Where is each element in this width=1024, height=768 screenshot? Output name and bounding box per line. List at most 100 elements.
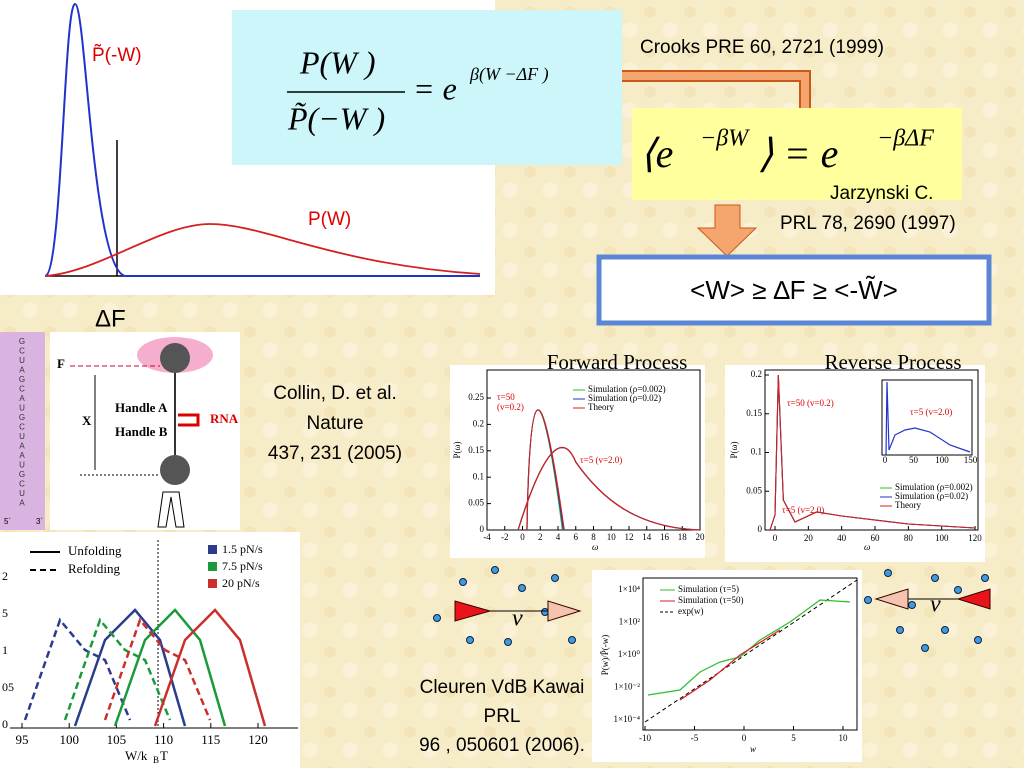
particle: [921, 644, 929, 652]
legend-swatch: [208, 579, 217, 588]
legend: 1.5 pN/s: [222, 542, 263, 556]
x-tick-label: 60: [871, 533, 881, 543]
legend: Theory: [588, 402, 614, 412]
particle: [931, 574, 939, 582]
formula: ⟩ = e: [758, 131, 838, 176]
x-label: T: [160, 748, 168, 763]
particle: [541, 608, 549, 616]
formula: = e: [413, 70, 457, 106]
pipette: [157, 491, 185, 528]
legend: Simulation (τ=50): [678, 595, 743, 605]
y-label: P(ω): [729, 442, 739, 459]
rna-hairpin: [178, 413, 200, 427]
y-tick-label: 0.15: [746, 408, 762, 418]
x-tick-label: 95: [16, 732, 29, 747]
x-tick-label: 6: [574, 532, 579, 542]
particle: [896, 626, 904, 634]
bead: [160, 455, 190, 485]
setup-label: Handle A: [115, 400, 168, 415]
x-label: W/k: [125, 748, 148, 763]
annotation: τ=5 (v=2.0): [580, 455, 622, 465]
curve: [113, 608, 227, 727]
x-label: ω: [864, 542, 870, 552]
curve: [103, 617, 212, 721]
curve: [153, 608, 267, 727]
y-tick-label: 0.05: [468, 498, 484, 508]
legend: Refolding: [68, 561, 120, 576]
x-tick-label: 10: [607, 532, 617, 542]
citation: Cleuren VdB Kawai: [420, 677, 585, 698]
x-tick-label: 105: [107, 732, 127, 747]
setup-label: F: [57, 356, 65, 371]
y-tick-label: 1×10⁰: [618, 649, 641, 659]
y-tick-label: 0.2: [751, 369, 762, 379]
particle: [459, 578, 467, 586]
rna-base: U: [19, 432, 25, 441]
rna-base: C: [19, 385, 25, 394]
y-tick-label: 0.1: [751, 447, 762, 457]
jarzynski-box: [632, 108, 962, 200]
x-tick-label: 16: [660, 532, 670, 542]
y-tick-label: 1×10²: [619, 617, 641, 627]
legend: exp(w): [678, 606, 704, 616]
formula: −βW: [700, 126, 750, 152]
particle: [884, 569, 892, 577]
x-tick-label: 5: [791, 733, 796, 743]
citation: 437, 231 (2005): [268, 443, 402, 464]
rna-end: 3´: [36, 517, 43, 526]
inset-axes: [881, 379, 973, 456]
y-tick-label: 2: [2, 569, 8, 583]
x-label: w: [750, 744, 756, 754]
x-tick-label: -2: [501, 532, 509, 542]
rna-strip: [0, 332, 45, 530]
particle: [518, 584, 526, 592]
y-label: P(w)/P̃(-w): [600, 635, 610, 676]
x-tick-label: 115: [201, 732, 220, 747]
forward-panel: [450, 365, 705, 558]
x-tick-label: 80: [904, 533, 914, 543]
rna-base: C: [19, 347, 25, 356]
rna-base: C: [19, 480, 25, 489]
legend: 7.5 pN/s: [222, 559, 263, 573]
pusher: [956, 588, 991, 610]
particle: [954, 586, 962, 594]
crooks-box: [232, 10, 622, 165]
annotation: τ=5 (v=2.0): [782, 505, 824, 515]
x-label: B: [153, 755, 159, 765]
formula: P(W ): [299, 44, 376, 80]
y-tick-label: 0.25: [468, 392, 484, 402]
rna-base: G: [19, 470, 25, 479]
x-tick-label: 120: [968, 533, 982, 543]
label: P̃(-W): [92, 44, 142, 66]
y-tick-label: 5: [2, 606, 8, 620]
x-tick-label: 2: [538, 532, 543, 542]
inequality-box: [596, 254, 992, 326]
reverse-curve: [44, 2, 480, 277]
x-tick-label: 0: [520, 532, 525, 542]
axes: [642, 577, 858, 731]
particle: [941, 626, 949, 634]
particle: [433, 614, 441, 622]
y-tick-label: 0: [480, 524, 485, 534]
rna-base: G: [19, 375, 25, 384]
pusher: [454, 600, 492, 622]
velocity: v: [512, 606, 523, 632]
x-tick-label: 4: [556, 532, 561, 542]
x-tick-label: 120: [248, 732, 268, 747]
curve: [679, 629, 781, 701]
x-tick-label: 10: [839, 733, 849, 743]
rna-base: A: [19, 442, 25, 451]
citation: Jarzynski C.: [830, 183, 933, 204]
curve: [73, 608, 187, 727]
rna-base: G: [19, 413, 25, 422]
citation: Collin, D. et al.: [273, 383, 397, 404]
label: P(W): [308, 209, 351, 230]
plot-title: Forward Process: [547, 350, 688, 374]
x-tick-label: 14: [642, 532, 652, 542]
citation: Nature: [306, 413, 363, 434]
rna-base: U: [19, 356, 25, 365]
x-tick-label: 110: [154, 732, 173, 747]
annotation: τ=5 (v=2.0): [910, 407, 952, 417]
label: ΔF: [95, 305, 126, 332]
annotation: τ=50: [497, 392, 515, 402]
